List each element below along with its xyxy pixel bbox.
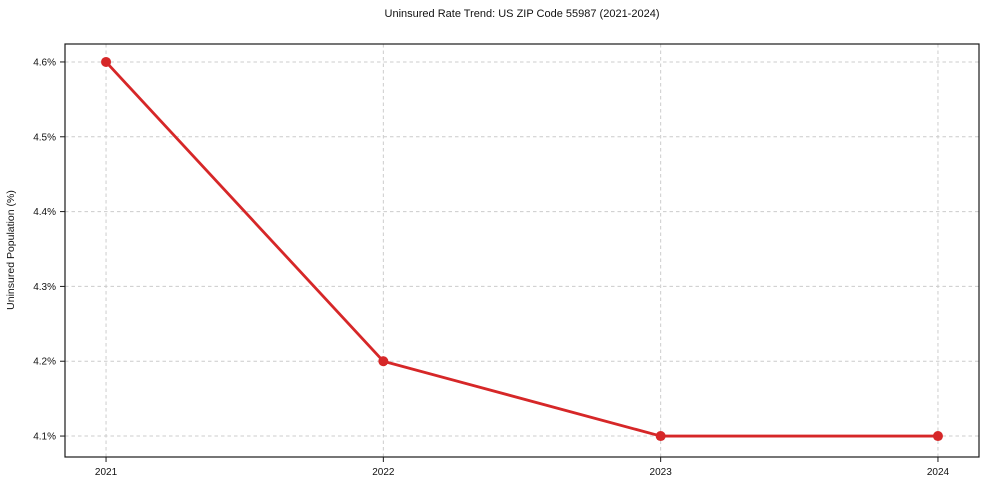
x-tick-label: 2023 bbox=[650, 467, 673, 478]
y-tick-label: 4.6% bbox=[33, 57, 56, 68]
y-tick-label: 4.5% bbox=[33, 132, 56, 143]
y-tick-label: 4.3% bbox=[33, 282, 56, 293]
data-point-marker bbox=[378, 356, 389, 367]
data-point-marker bbox=[101, 56, 112, 67]
plot-frame bbox=[64, 43, 980, 458]
data-point-marker bbox=[932, 431, 943, 442]
x-tick-label: 2022 bbox=[372, 467, 395, 478]
x-tick-label: 2024 bbox=[927, 467, 950, 478]
chart-title: Uninsured Rate Trend: US ZIP Code 55987 … bbox=[384, 8, 660, 20]
axes: 4.1% 4.2% 4.3% 4.4% 4.5% 4.6% 2021 2022 2023 2024 bbox=[33, 43, 980, 478]
data-series bbox=[101, 56, 943, 442]
y-tick-label: 4.2% bbox=[33, 357, 56, 368]
y-tick-label: 4.1% bbox=[33, 432, 56, 443]
x-tick-label: 2021 bbox=[95, 467, 118, 478]
y-axis-title: Uninsured Population (%) bbox=[5, 190, 17, 310]
gridlines bbox=[65, 44, 979, 457]
y-tick-label: 4.4% bbox=[33, 207, 56, 218]
data-point-marker bbox=[655, 431, 666, 442]
trend-line bbox=[104, 60, 940, 438]
